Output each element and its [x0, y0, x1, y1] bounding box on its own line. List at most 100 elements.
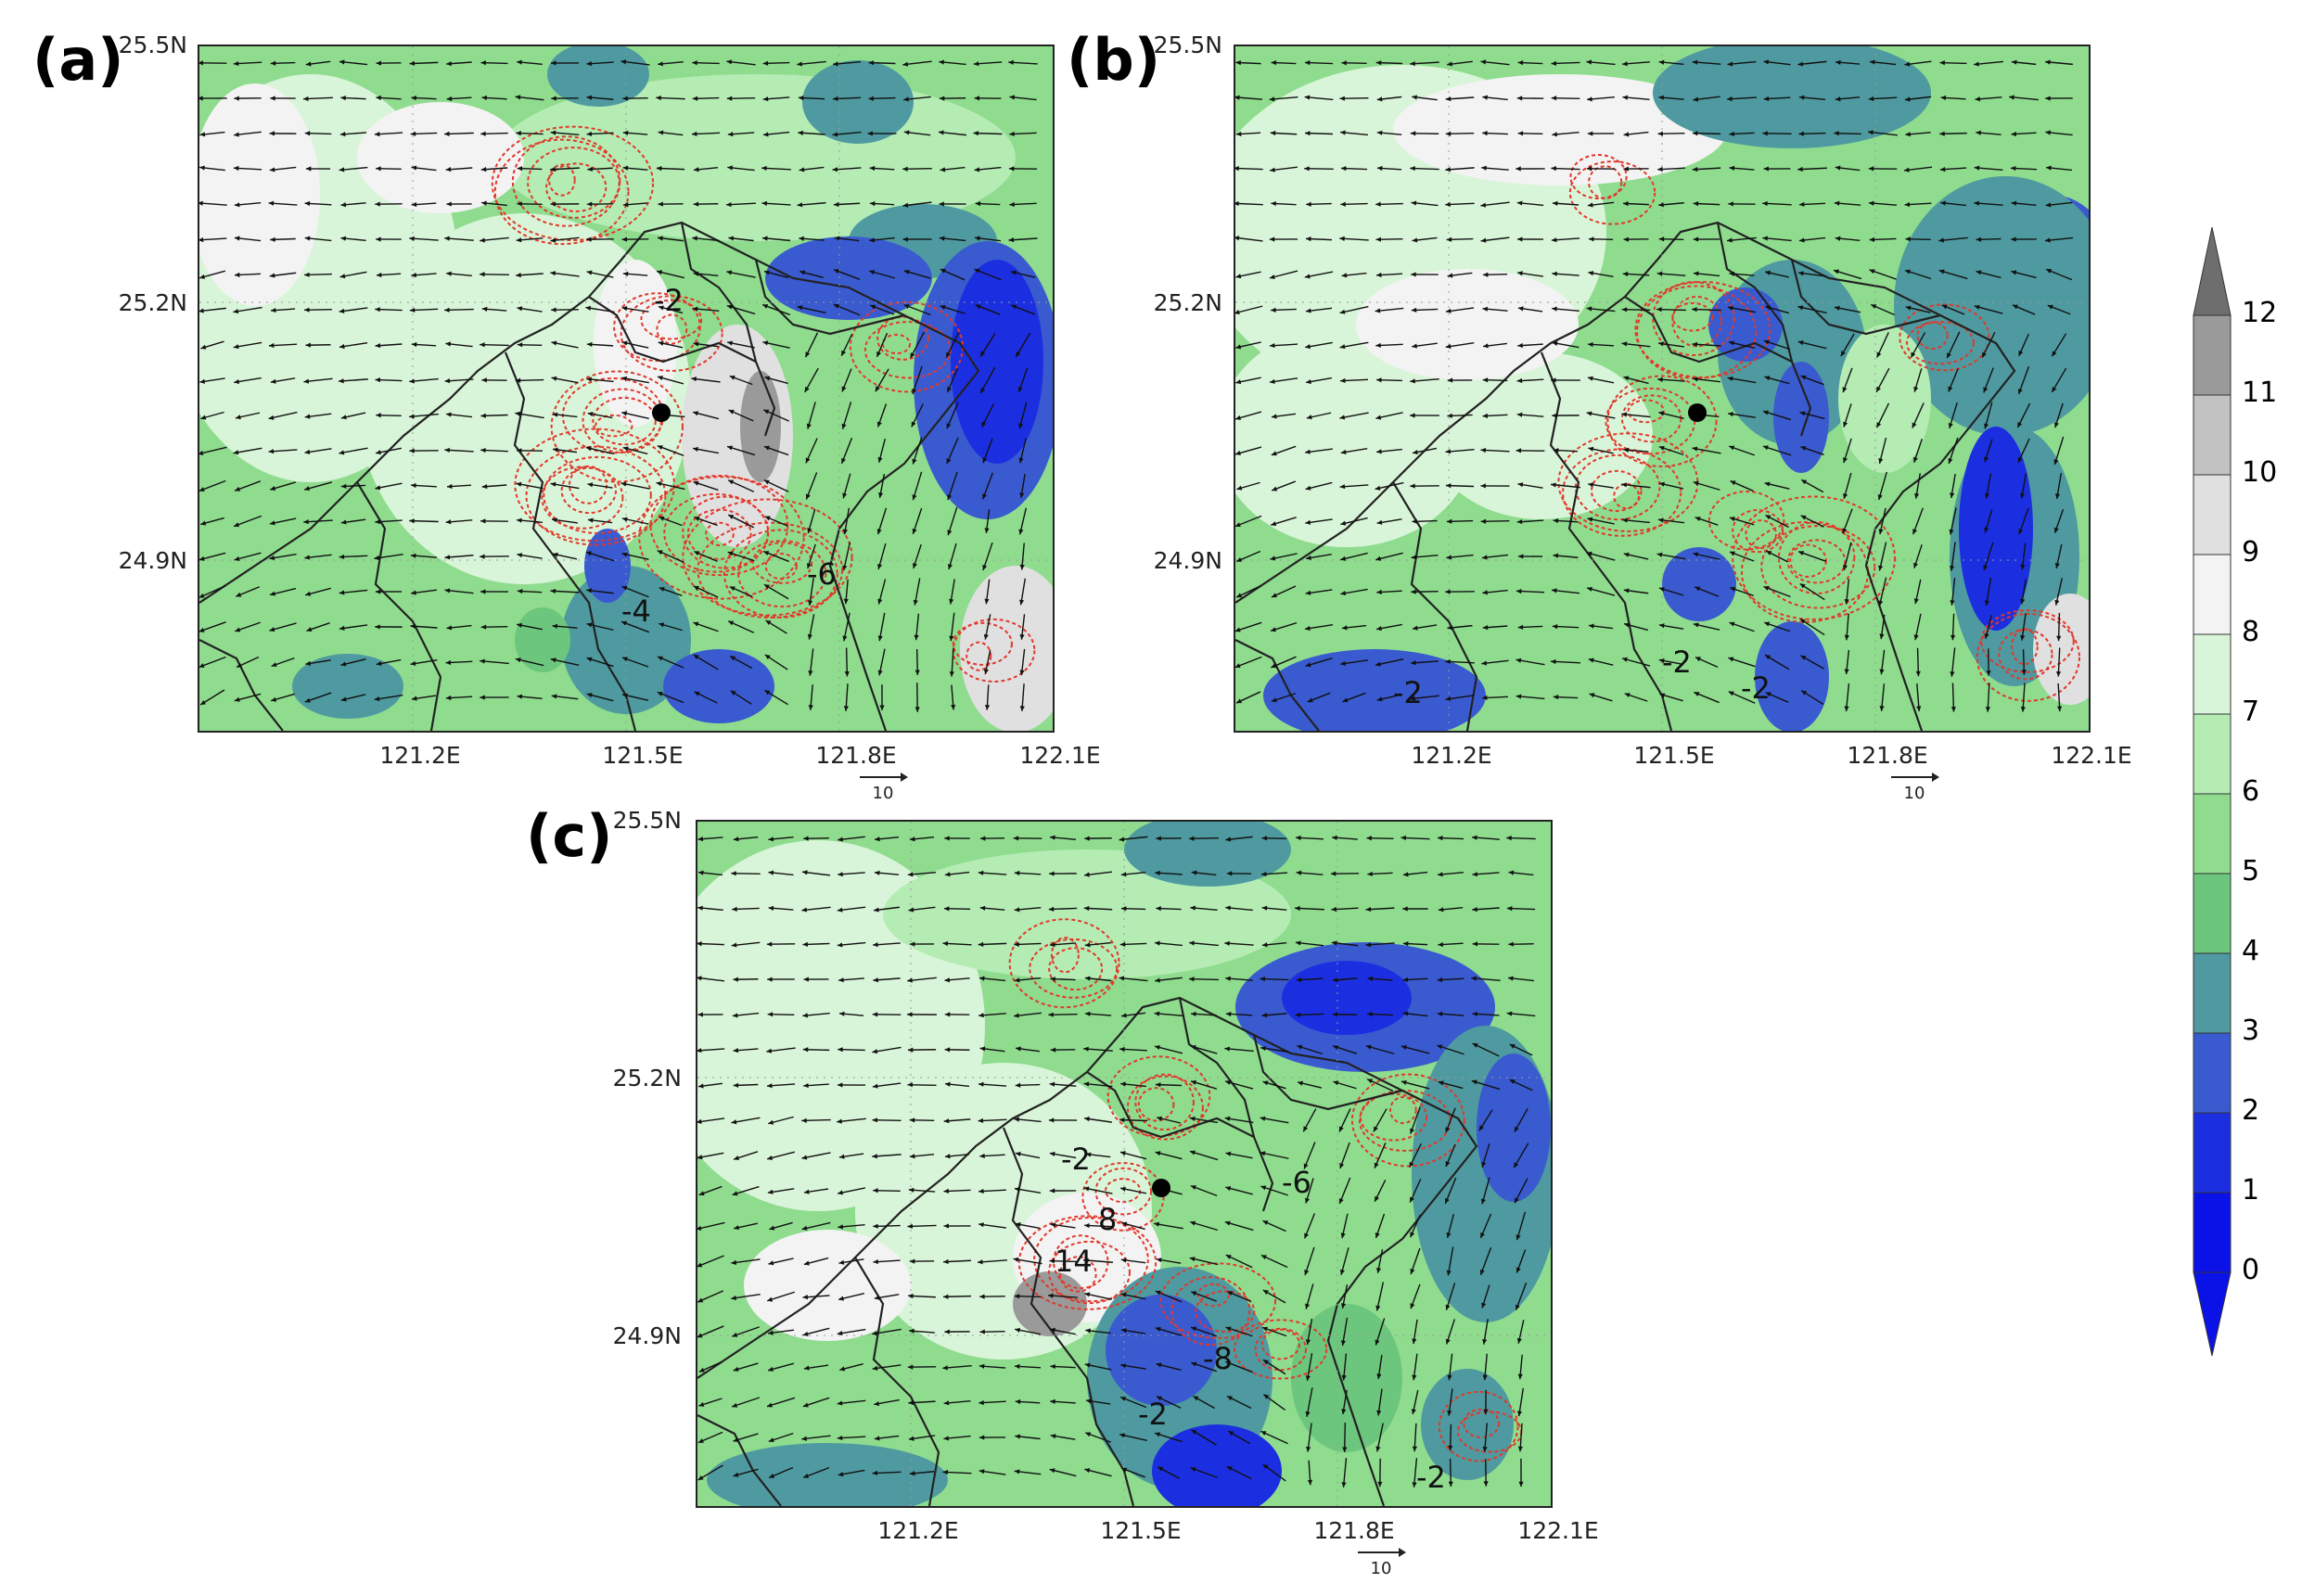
wind-vector-head — [1984, 423, 1989, 429]
wind-vector-head — [943, 1294, 949, 1299]
wind-vector-head — [1340, 130, 1346, 135]
wind-vector-head — [1587, 131, 1593, 136]
wind-vector-head — [339, 167, 345, 172]
wind-vector-head — [978, 1117, 984, 1124]
wind-vector-head — [1305, 1303, 1311, 1309]
wind-vector-head — [621, 306, 628, 312]
contour-line — [1463, 1408, 1501, 1438]
wind-vector-head — [842, 565, 848, 571]
wind-vector-head — [1516, 377, 1523, 384]
wind-vector-head — [1437, 1011, 1443, 1016]
wind-vector-head — [1083, 1046, 1089, 1052]
wind-vector-head — [1375, 342, 1381, 349]
wind-vector-head — [2047, 304, 2053, 310]
wind-vector-head — [1623, 447, 1630, 453]
wind-vector-head — [1516, 518, 1523, 525]
wind-vector-head — [762, 340, 769, 346]
wind-vector-head — [907, 1223, 913, 1229]
wind-vector-head — [731, 871, 736, 876]
contour-label: -4 — [621, 594, 651, 629]
contour-line — [592, 396, 657, 446]
wind-vector-head — [1410, 1269, 1415, 1274]
wind-vector-head — [843, 598, 849, 605]
wind-vector-head — [1553, 448, 1559, 453]
wind-vector-head — [1553, 517, 1559, 524]
wind-vector-head — [1445, 1127, 1451, 1133]
wind-vector-head — [1305, 519, 1311, 525]
wind-vector-head — [1658, 236, 1665, 242]
wind-vector-head — [1940, 200, 1946, 206]
wind-vector-head — [409, 414, 415, 419]
wind-vector-head — [409, 378, 415, 384]
colorbar-bottom-arrow — [2193, 1271, 2232, 1357]
wind-vector-head — [1876, 386, 1882, 392]
wind-vector-head — [1694, 692, 1700, 696]
wind-vector-head — [586, 236, 592, 242]
wind-vector-head — [1050, 1398, 1055, 1405]
wind-vector-head — [1013, 836, 1019, 841]
wind-vector-head — [481, 306, 488, 312]
wind-vector-head — [1871, 304, 1877, 310]
wind-vector-head — [1224, 1220, 1231, 1226]
wind-vector-head — [912, 494, 917, 501]
wind-vector-head — [909, 836, 915, 842]
contour-line — [1017, 1215, 1157, 1310]
wind-vector-head — [949, 671, 954, 677]
wind-vector-head — [411, 482, 416, 489]
contour-line — [1170, 1276, 1251, 1347]
contour-line — [1359, 1092, 1428, 1142]
wind-vector-head — [1225, 1151, 1232, 1156]
wind-vector-head — [1331, 940, 1337, 946]
wind-vector-head — [697, 905, 703, 911]
lat-label: 24.9N — [1153, 547, 1222, 574]
wind-vector-head — [1083, 905, 1090, 912]
wind-vector-head — [1305, 485, 1311, 491]
wind-vector-head — [1517, 482, 1524, 488]
wind-vector-head — [1552, 132, 1557, 137]
wind-vector-head — [1939, 60, 1945, 66]
wind-vector-head — [944, 1047, 951, 1053]
wind-vector-head — [1729, 271, 1735, 276]
wind-vector-head — [1764, 621, 1771, 627]
wind-vector-head — [1305, 1411, 1311, 1417]
wind-vector-head — [621, 411, 628, 416]
wind-map-a — [199, 46, 1053, 731]
contour-line — [1059, 1256, 1097, 1293]
wind-vector-head — [1228, 1431, 1234, 1436]
wind-vector-head — [909, 1154, 915, 1159]
wind-vector-head — [1833, 269, 1839, 275]
wind-vector-head — [517, 694, 523, 699]
wind-vector-head — [552, 412, 558, 417]
wind-vector-head — [1084, 872, 1090, 877]
wind-vector-head — [1235, 415, 1241, 420]
colorbar-segment — [2193, 873, 2232, 954]
wind-vector-head — [1472, 941, 1478, 947]
wind-vector-head — [1879, 669, 1885, 675]
wind-vector-head — [1448, 1445, 1453, 1451]
wind-vector-head — [1235, 200, 1239, 207]
wind-vector-head — [733, 977, 738, 982]
wind-vector-head — [444, 131, 450, 136]
wind-vector-head — [1939, 167, 1946, 172]
wind-vector-head — [1984, 492, 1990, 499]
contour-line — [1137, 1087, 1175, 1122]
wind-vector-head — [975, 201, 981, 207]
contour-line — [1159, 1262, 1277, 1339]
wind-vector-head — [768, 1437, 774, 1443]
wind-vector-head — [1483, 1409, 1489, 1415]
wind-vector-head — [339, 590, 345, 595]
contour-line — [764, 552, 798, 581]
wind-vector-head — [1340, 1232, 1346, 1239]
wind-vector-head — [268, 200, 275, 206]
wind-vector-head — [268, 415, 275, 420]
wind-vector-head — [1445, 308, 1452, 313]
wind-vector-head — [803, 1189, 810, 1194]
wind-vector-head — [764, 516, 771, 521]
contour-label: 8 — [1098, 1202, 1118, 1237]
colorbar-segment — [2193, 394, 2232, 476]
wind-vector-head — [1482, 1447, 1488, 1452]
wind-vector-head — [979, 1294, 985, 1299]
wind-vector-head — [550, 658, 556, 663]
wind-vector-head — [339, 554, 345, 560]
wind-vector-head — [1765, 515, 1771, 520]
